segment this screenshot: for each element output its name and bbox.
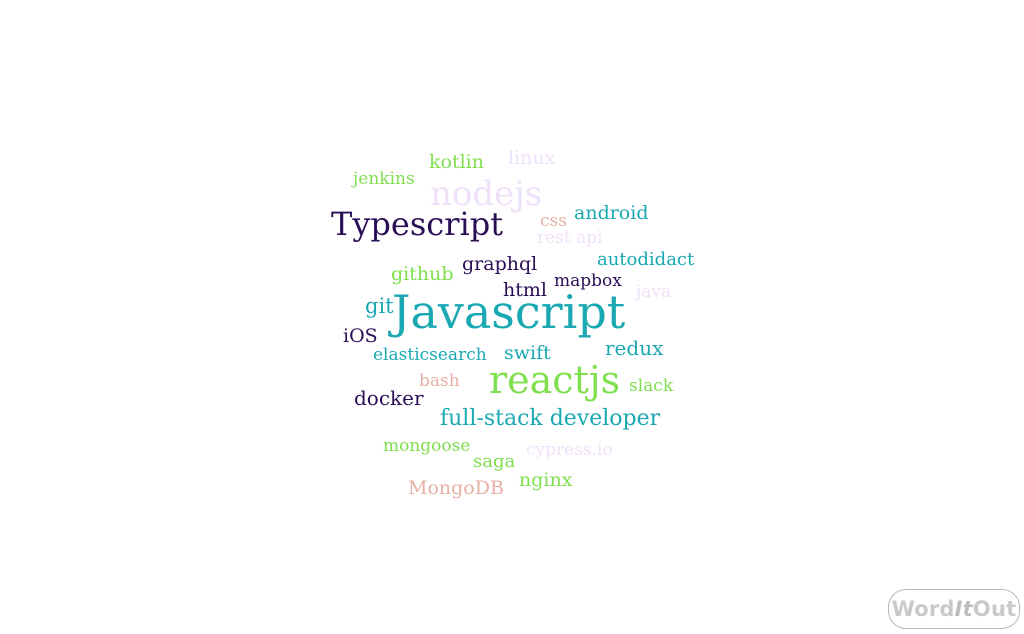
word-nginx: nginx	[519, 469, 573, 491]
word-css: css	[540, 211, 567, 231]
word-mongodb: MongoDB	[408, 477, 504, 499]
word-slack: slack	[629, 376, 674, 396]
logo-text-word: Word	[891, 597, 955, 621]
logo-text-it: It	[954, 597, 973, 621]
word-typescript: Typescript	[331, 205, 504, 243]
word-swift: swift	[504, 342, 551, 364]
word-javascript: Javascript	[392, 285, 626, 339]
word-rest-api: rest api	[537, 228, 603, 248]
logo-text-out: Out	[972, 597, 1017, 621]
worditout-logo-link[interactable]: Word It Out	[888, 589, 1020, 629]
word-kotlin: kotlin	[429, 151, 484, 173]
word-html: html	[503, 279, 547, 301]
word-docker: docker	[354, 386, 424, 410]
word-linux: linux	[508, 147, 556, 169]
word-cypress-io: cypress.io	[526, 440, 613, 460]
word-github: github	[391, 263, 454, 285]
word-git: git	[365, 294, 394, 318]
word-mongoose: mongoose	[383, 436, 471, 456]
word-bash: bash	[419, 371, 460, 391]
word-reactjs: reactjs	[489, 358, 621, 402]
word-redux: redux	[605, 336, 664, 360]
word-autodidact: autodidact	[597, 249, 695, 270]
word-full-stack-developer: full-stack developer	[440, 406, 661, 431]
word-ios: iOS	[343, 325, 378, 347]
word-android: android	[574, 202, 649, 224]
word-graphql: graphql	[462, 253, 538, 275]
word-java: java	[636, 282, 672, 302]
word-elasticsearch: elasticsearch	[373, 345, 487, 365]
word-nodejs: nodejs	[430, 174, 543, 214]
word-jenkins: jenkins	[353, 169, 415, 189]
word-mapbox: mapbox	[554, 271, 622, 291]
word-saga: saga	[473, 451, 516, 472]
